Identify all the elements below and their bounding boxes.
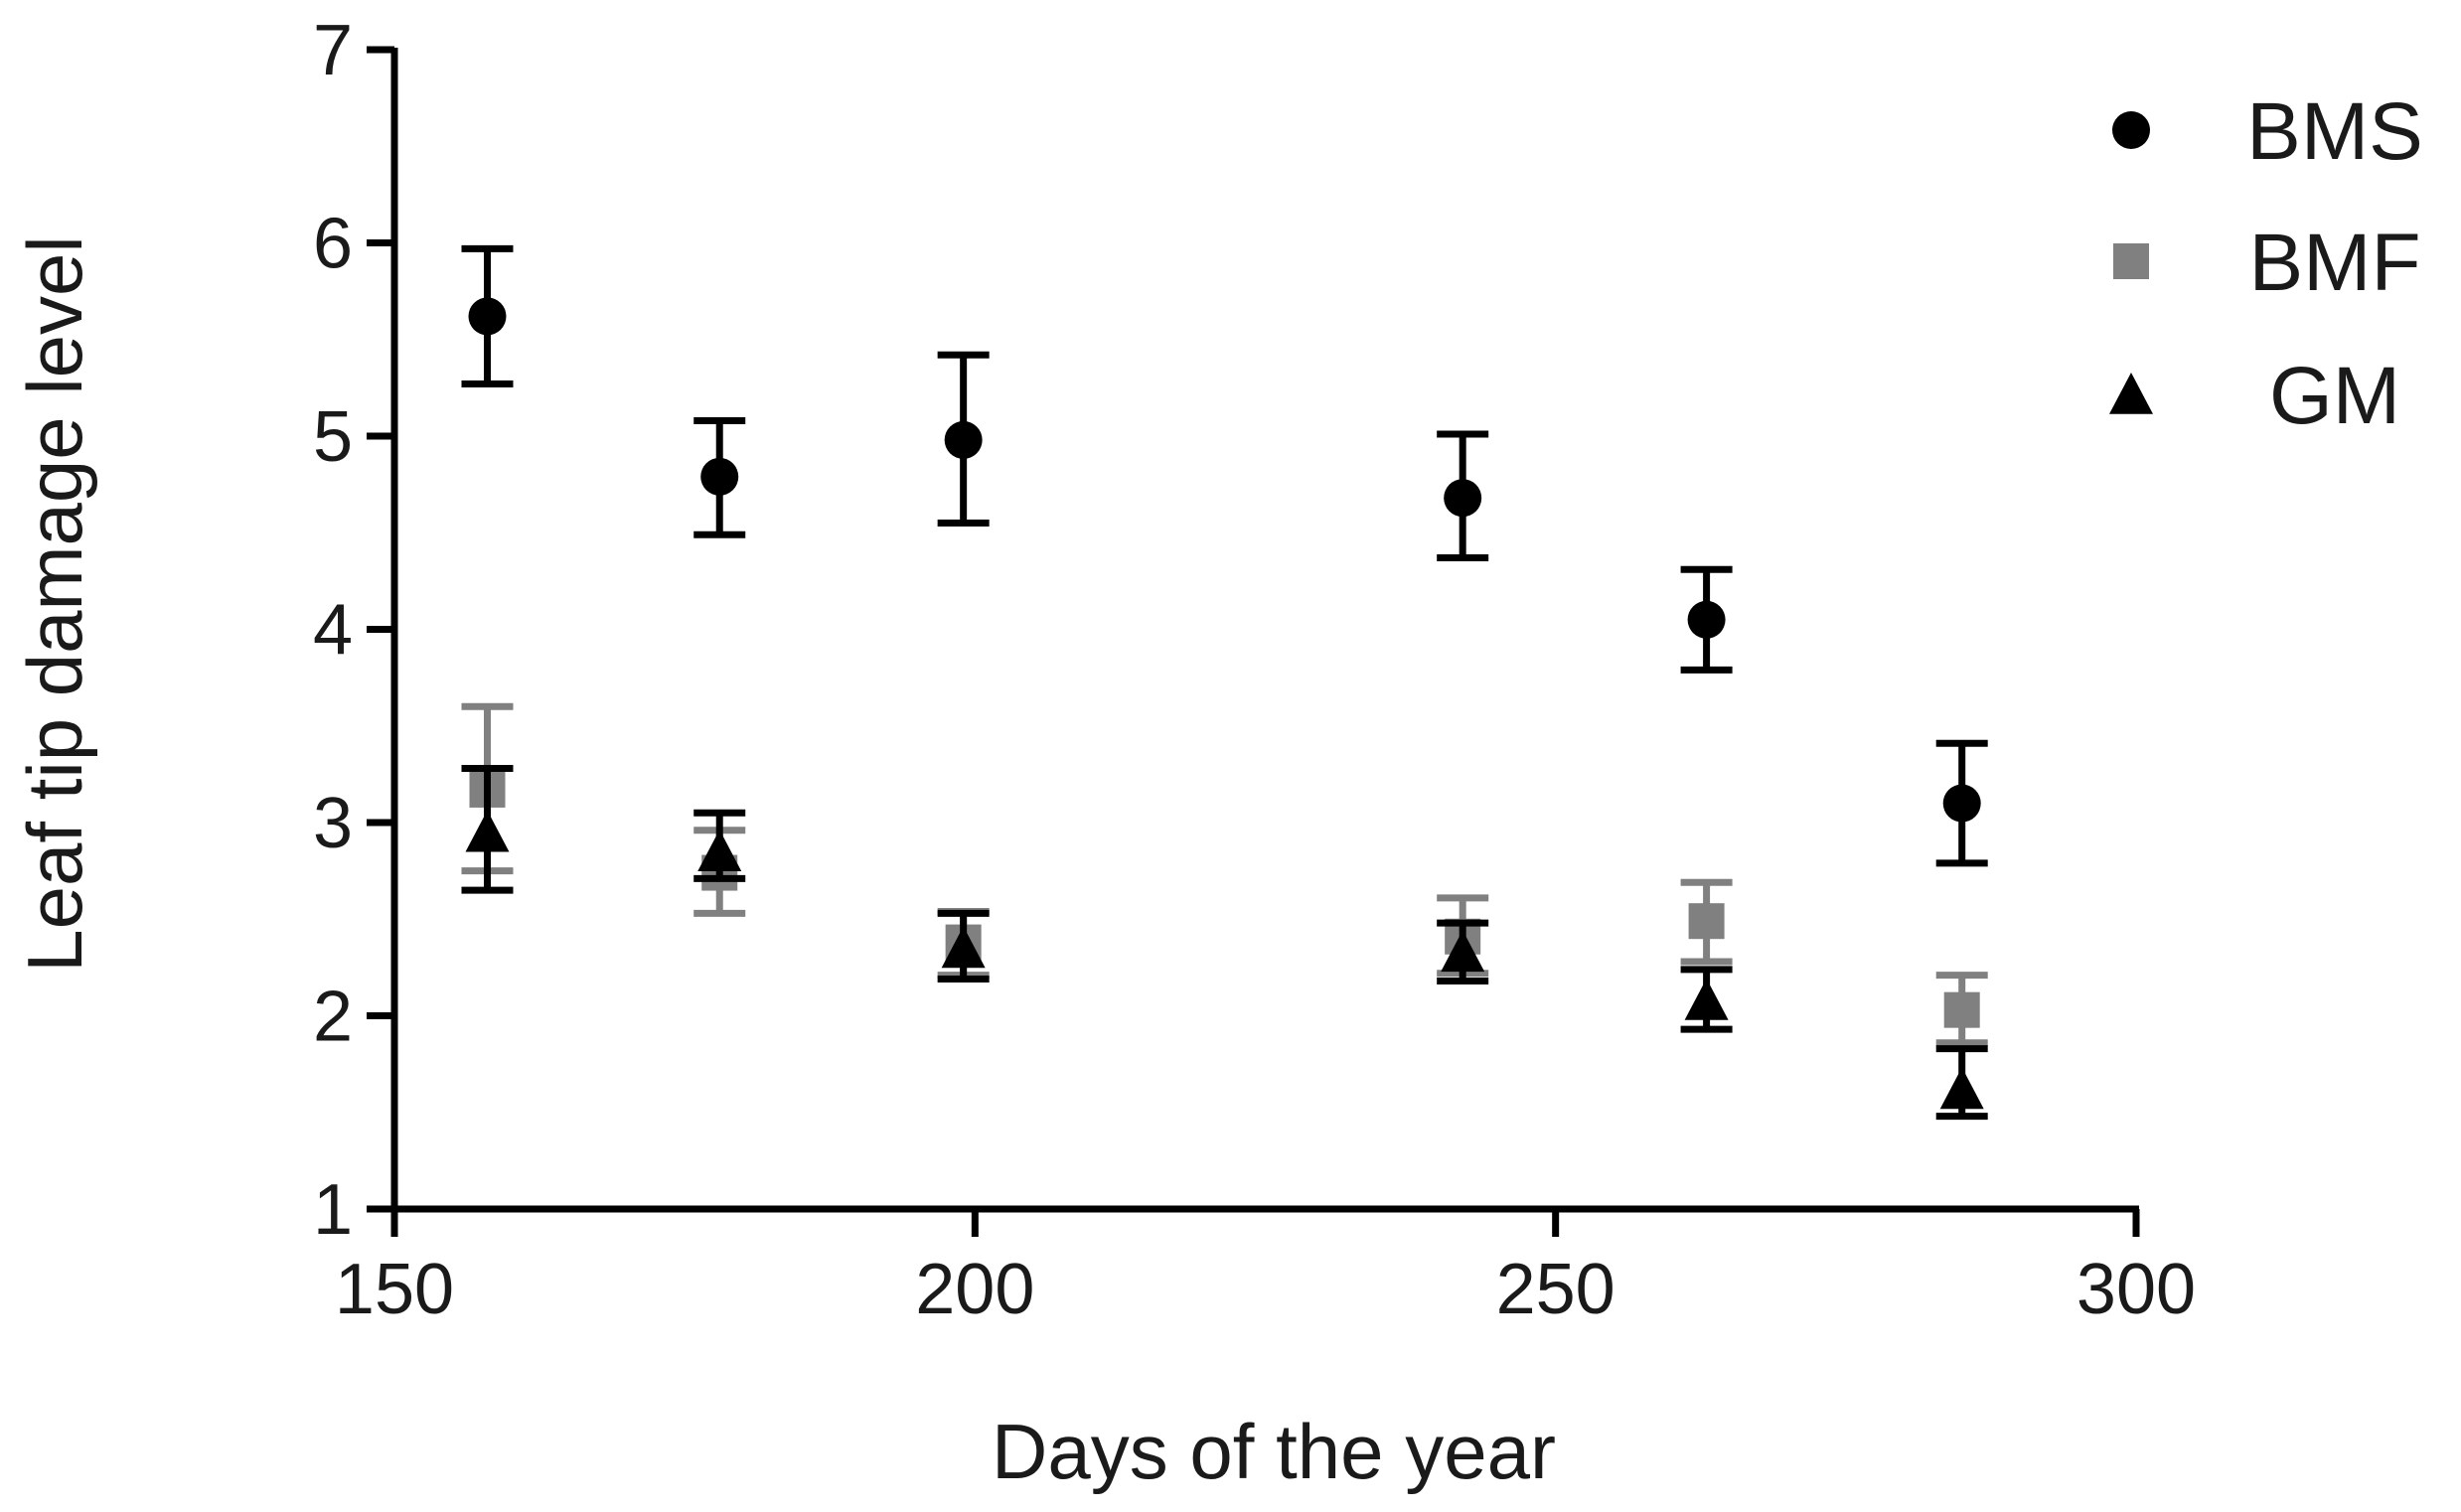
legend-item-bmf: BMF (2113, 218, 2421, 308)
series-bmf (461, 702, 1988, 1047)
legend-marker-gm (2109, 373, 2153, 414)
data-point-bmf (1688, 903, 1725, 940)
series-gm (461, 765, 1988, 1121)
axes: 1 2 3 4 5 6 7 150 200 250 300 (313, 11, 2196, 1329)
data-point-bms (1687, 600, 1726, 639)
legend-marker-bmf (2113, 243, 2149, 279)
legend-label: BMF (2248, 218, 2420, 308)
legend: BMS BMF GM (2109, 86, 2423, 441)
data-point-bms (1942, 784, 1981, 823)
x-tick-label: 200 (915, 1250, 1034, 1329)
y-tick-label: 5 (313, 397, 353, 477)
data-point-gm (1441, 930, 1485, 973)
y-tick-label: 7 (313, 11, 353, 90)
data-point-gm (1939, 1067, 1984, 1110)
legend-label: BMS (2246, 86, 2423, 177)
y-tick-label: 2 (313, 978, 353, 1057)
data-point-bmf (1943, 991, 1980, 1028)
legend-item-gm: GM (2109, 351, 2400, 441)
data-point-bms (944, 420, 983, 459)
y-tick-label: 1 (313, 1170, 353, 1250)
data-point-gm (465, 810, 510, 852)
x-tick-label: 300 (2076, 1250, 2196, 1329)
data-point-gm (1684, 978, 1729, 1020)
y-tick-label: 4 (313, 591, 353, 671)
y-tick-label: 3 (313, 784, 353, 863)
data-point-bms (1444, 479, 1482, 518)
legend-marker-bms (2112, 111, 2150, 149)
y-axis-label: Leaf tip damage level (11, 235, 98, 973)
data-point-gm (941, 926, 986, 969)
x-tick-label: 250 (1496, 1250, 1615, 1329)
x-axis-label: Days of the year (992, 1408, 1556, 1495)
y-tick-label: 6 (313, 205, 353, 284)
series-bms (461, 244, 1988, 867)
data-point-bms (700, 457, 739, 496)
legend-label: GM (2269, 351, 2400, 441)
x-tick-label: 150 (335, 1250, 454, 1329)
data-marks (461, 244, 1988, 1121)
data-point-bms (468, 297, 507, 336)
data-point-gm (697, 830, 742, 871)
legend-item-bms: BMS (2112, 86, 2423, 177)
